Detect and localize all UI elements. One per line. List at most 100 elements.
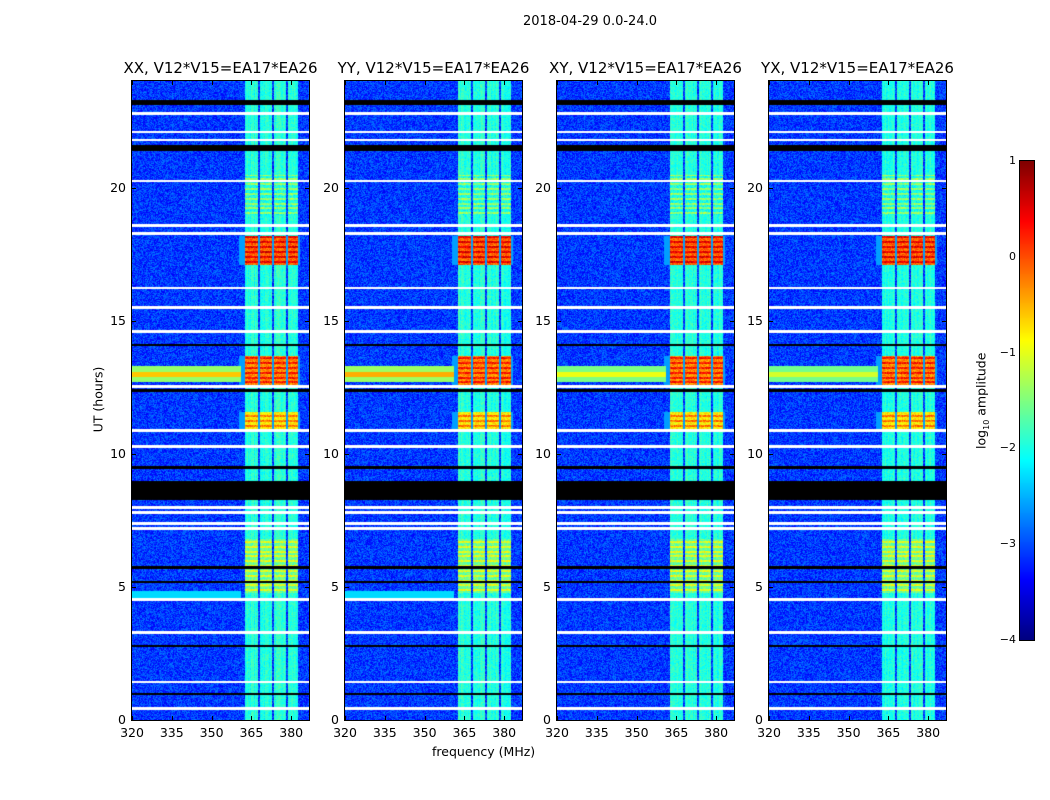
x-tick-mark (291, 716, 293, 720)
y-tick-mark (557, 187, 561, 189)
y-tick-label: 0 (331, 712, 339, 727)
x-tick-label: 365 (664, 725, 689, 740)
x-tick-mark (808, 716, 810, 720)
y-tick-mark (730, 453, 734, 455)
x-tick-label: 335 (584, 725, 609, 740)
x-tick-mark (888, 81, 890, 85)
y-tick-mark (305, 187, 309, 189)
x-tick-label: 365 (239, 725, 264, 740)
y-tick-label: 0 (118, 712, 126, 727)
x-tick-label: 335 (372, 725, 397, 740)
x-tick-mark (251, 81, 253, 85)
y-tick-mark (305, 720, 309, 721)
y-tick-mark (518, 720, 522, 721)
x-tick-label: 380 (704, 725, 729, 740)
panel-title: XX, V12*V15=EA17*EA26 (123, 59, 318, 77)
colorbar-tick-label: 1 (1009, 154, 1016, 167)
y-tick-label: 20 (323, 179, 339, 195)
y-tick-label: 15 (535, 312, 551, 328)
x-tick-label: 380 (492, 725, 517, 740)
x-tick-mark (716, 716, 718, 720)
x-tick-mark (676, 716, 678, 720)
y-tick-mark (305, 586, 309, 588)
x-tick-label: 335 (796, 725, 821, 740)
x-tick-mark (808, 81, 810, 85)
x-axis-label: frequency (MHz) (432, 744, 536, 759)
y-tick-label: 0 (755, 712, 763, 727)
y-tick-mark (769, 320, 773, 322)
spectrogram-panel: YY, V12*V15=EA17*EA26 320 335 350 365 380 0 5 10… (323, 59, 529, 740)
y-tick-mark (557, 453, 561, 455)
y-tick-mark (518, 453, 522, 455)
y-tick-label: 15 (323, 312, 339, 328)
y-tick-mark (345, 586, 349, 588)
y-tick-mark (132, 187, 136, 189)
x-tick-mark (132, 81, 133, 85)
y-tick-mark (518, 320, 522, 322)
panel-title: YX, V12*V15=EA17*EA26 (761, 59, 954, 77)
y-tick-mark (730, 187, 734, 189)
y-tick-label: 5 (543, 578, 551, 594)
y-tick-mark (730, 320, 734, 322)
x-tick-mark (251, 716, 253, 720)
x-tick-mark (384, 81, 386, 85)
x-tick-mark (636, 81, 638, 85)
colorbar-tick-label: 0 (1009, 249, 1016, 263)
y-tick-mark (769, 187, 773, 189)
y-tick-label: 15 (110, 312, 126, 328)
x-tick-mark (848, 81, 850, 85)
x-tick-label: 350 (624, 725, 649, 740)
x-tick-label: 380 (279, 725, 304, 740)
x-tick-label: 335 (159, 725, 184, 740)
y-tick-mark (942, 187, 946, 189)
x-tick-mark (464, 716, 466, 720)
panel-title: YY, V12*V15=EA17*EA26 (337, 59, 530, 77)
y-tick-mark (345, 720, 349, 721)
x-tick-mark (504, 81, 506, 85)
y-tick-mark (557, 586, 561, 588)
x-tick-mark (211, 716, 213, 720)
x-tick-mark (345, 716, 346, 720)
y-tick-mark (305, 453, 309, 455)
y-tick-label: 10 (747, 445, 763, 461)
y-tick-label: 10 (110, 445, 126, 461)
y-tick-mark (305, 320, 309, 322)
figure-title: 2018-04-29 0.0-24.0 (523, 14, 657, 29)
x-tick-label: 320 (545, 725, 569, 740)
x-tick-mark (769, 716, 770, 720)
x-tick-mark (888, 716, 890, 720)
x-tick-label: 320 (757, 725, 781, 740)
x-tick-mark (132, 716, 133, 720)
y-tick-label: 5 (331, 578, 339, 594)
y-tick-label: 10 (323, 445, 339, 461)
x-tick-mark (171, 81, 173, 85)
y-tick-mark (942, 720, 946, 721)
colorbar-tick-label: −1 (999, 345, 1016, 359)
colorbar: 1 0 −1 −2 −3 −4 (1000, 154, 1035, 646)
y-tick-mark (769, 720, 773, 721)
y-tick-label: 0 (543, 712, 551, 727)
y-tick-mark (730, 720, 734, 721)
x-tick-mark (557, 81, 558, 85)
colorbar-tick-label: −4 (999, 633, 1016, 646)
heatmap-image (557, 81, 734, 720)
y-tick-mark (769, 453, 773, 455)
spectrogram-panel: XY, V12*V15=EA17*EA26 320 335 350 365 380 0 5 10… (535, 59, 742, 740)
colorbar-tick-label: −2 (999, 441, 1016, 455)
x-tick-mark (636, 716, 638, 720)
y-tick-mark (518, 187, 522, 189)
y-tick-label: 20 (110, 179, 126, 195)
y-tick-mark (345, 187, 349, 189)
y-tick-mark (132, 453, 136, 455)
x-tick-mark (424, 716, 426, 720)
x-tick-label: 350 (199, 725, 224, 740)
x-tick-label: 320 (333, 725, 357, 740)
colorbar-tick-label: −3 (999, 537, 1016, 551)
y-tick-mark (942, 586, 946, 588)
y-tick-mark (518, 586, 522, 588)
heatmap-image (769, 81, 946, 720)
x-tick-mark (716, 81, 718, 85)
x-tick-label: 365 (452, 725, 477, 740)
spectrogram-panel: XX, V12*V15=EA17*EA26 320 335 350 365 380 0 5 10… (110, 59, 317, 740)
